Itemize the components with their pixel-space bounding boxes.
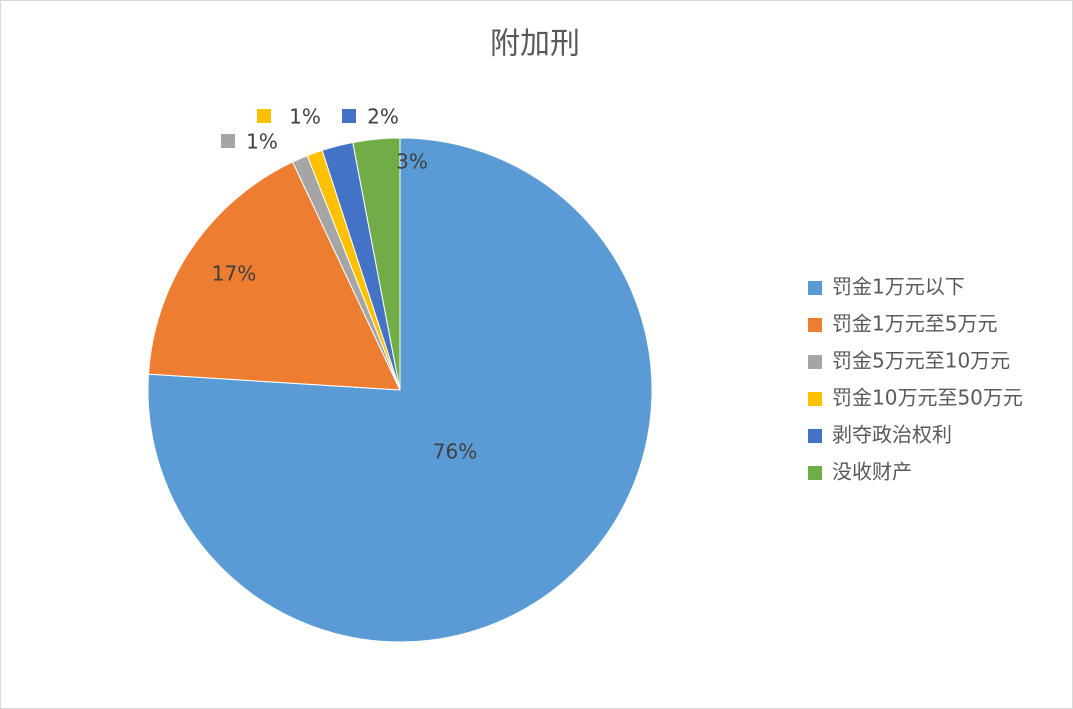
legend-label: 罚金5万元至10万元 (832, 349, 1010, 373)
legend-swatch (808, 355, 822, 369)
data-label: 17% (212, 262, 256, 286)
data-label: 3% (396, 150, 428, 174)
pie-slice (147, 161, 401, 391)
legend-swatch (808, 318, 822, 332)
legend-label: 罚金1万元以下 (832, 275, 965, 299)
chart-title: 附加刑 (490, 27, 580, 62)
data-label: 76% (433, 440, 477, 464)
label-key (221, 134, 235, 148)
label-key (342, 109, 356, 123)
data-label: 2% (367, 105, 399, 129)
legend-label: 没收财产 (832, 460, 912, 484)
legend-label: 罚金10万元至50万元 (832, 386, 1023, 410)
legend-label: 罚金1万元至5万元 (832, 312, 997, 336)
legend-swatch (808, 392, 822, 406)
pie-slice (352, 137, 401, 391)
data-label: 1% (289, 105, 321, 129)
label-key (257, 109, 271, 123)
legend-swatch (808, 466, 822, 480)
legend-swatch (808, 429, 822, 443)
data-label: 1% (246, 130, 278, 154)
legend-label: 剥夺政治权利 (832, 423, 952, 447)
legend-swatch (808, 281, 822, 295)
